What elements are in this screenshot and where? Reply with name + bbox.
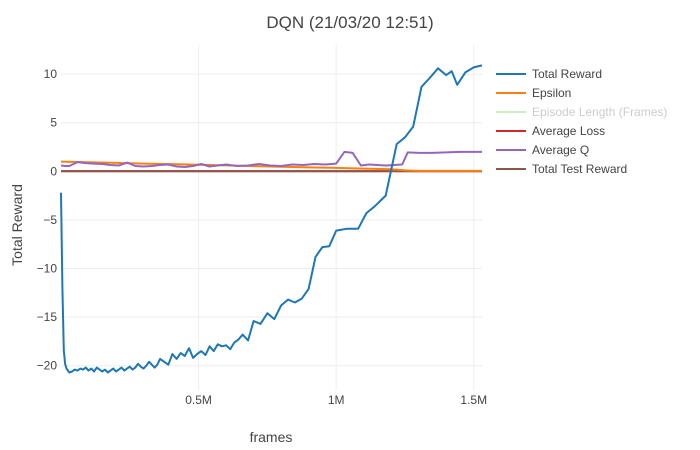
x-tick-label: 0.5M	[185, 393, 212, 407]
legend: Total Reward Epsilon Episode Length (Frame…	[496, 67, 667, 176]
legend-label: Total Reward	[532, 67, 602, 81]
y-tick-label: 10	[44, 67, 58, 81]
plot-area[interactable]	[60, 64, 483, 374]
y-axis: −20 −15 −10 −5 0 5 10	[37, 67, 58, 373]
y-axis-title: Total Reward	[9, 184, 25, 266]
x-axis-title: frames	[250, 429, 293, 445]
y-tick-label: −10	[37, 262, 58, 276]
x-tick-label: 1M	[328, 393, 345, 407]
y-tick-label: −5	[43, 213, 57, 227]
series-line-epsilon[interactable]	[60, 160, 482, 172]
legend-label: Average Loss	[532, 124, 605, 138]
legend-label: Epsilon	[532, 86, 571, 100]
legend-item-total-test-reward[interactable]: Total Test Reward	[496, 162, 627, 176]
y-tick-label: −15	[37, 310, 58, 324]
y-tick-label: 0	[50, 164, 57, 178]
legend-label: Total Test Reward	[532, 162, 627, 176]
legend-label: Average Q	[532, 143, 589, 157]
series-line-total-reward[interactable]	[60, 64, 483, 374]
legend-item-average-loss[interactable]: Average Loss	[496, 124, 605, 138]
y-tick-label: −20	[37, 359, 58, 373]
chart-title: DQN (21/03/20 12:51)	[266, 13, 433, 32]
legend-item-episode-length-frames[interactable]: Episode Length (Frames)	[496, 105, 667, 119]
legend-item-total-reward[interactable]: Total Reward	[496, 67, 602, 81]
x-axis: 0.5M 1M 1.5M	[185, 393, 487, 407]
legend-item-average-q[interactable]: Average Q	[496, 143, 589, 157]
legend-item-epsilon[interactable]: Epsilon	[496, 86, 571, 100]
legend-label: Episode Length (Frames)	[532, 105, 667, 119]
x-tick-label: 1.5M	[460, 393, 487, 407]
y-tick-label: 5	[50, 116, 57, 130]
series-line-average-q[interactable]	[60, 150, 482, 168]
